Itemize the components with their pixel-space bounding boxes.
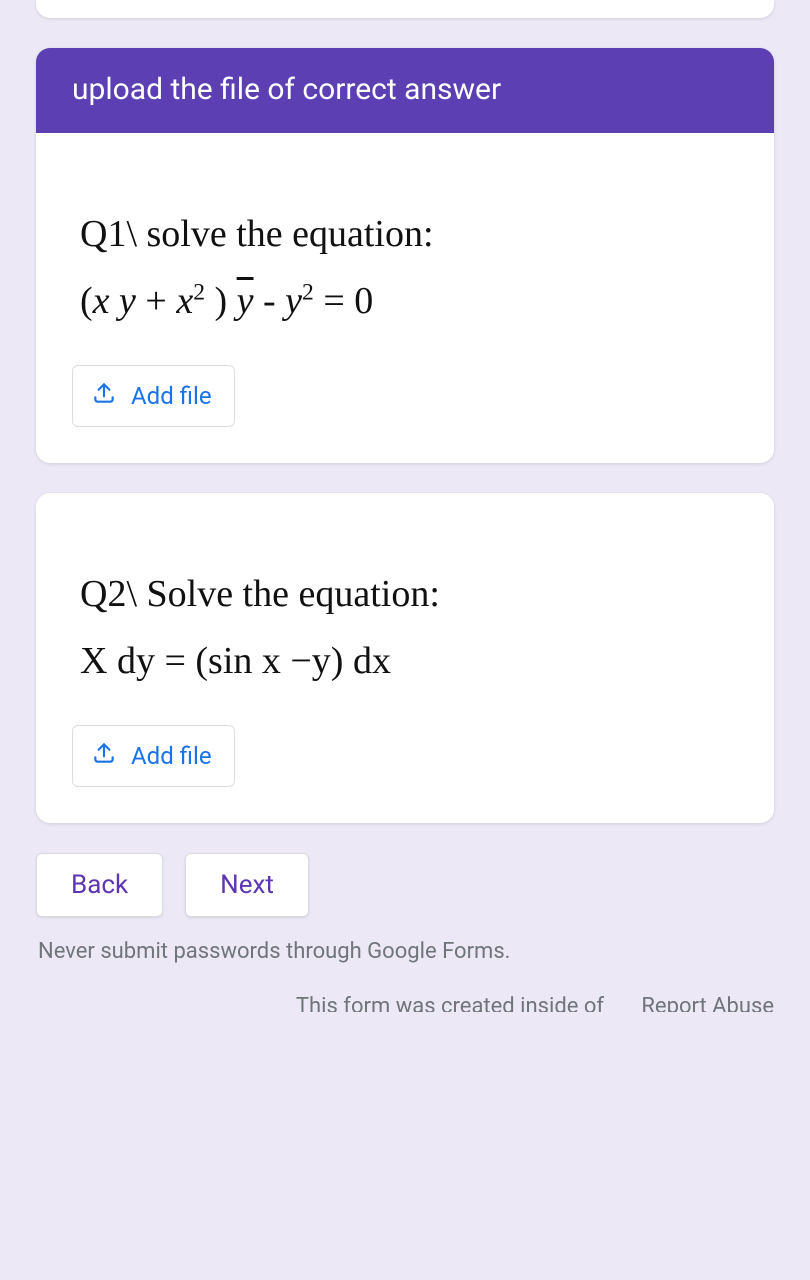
add-file-label-q1: Add file (131, 382, 212, 410)
question-q2-equation: X dy = (sin x −y) dx (80, 632, 730, 691)
section-title: upload the file of correct answer (36, 48, 774, 133)
question-q1-equation: (x y + x2 ) y - y2 = 0 (80, 272, 730, 331)
footer-created-text: This form was created inside of (206, 994, 604, 1012)
footer-created-inside: This form was created inside of Report A… (36, 994, 774, 1012)
add-file-button-q1[interactable]: Add file (72, 365, 235, 427)
next-button[interactable]: Next (185, 853, 309, 917)
question-q2-title: Q2\ Solve the equation: (80, 565, 730, 624)
question-card-q2: Q2\ Solve the equation: X dy = (sin x −y… (36, 493, 774, 823)
upload-icon (91, 740, 117, 772)
add-file-label-q2: Add file (131, 742, 212, 770)
question-q1-title: Q1\ solve the equation: (80, 205, 730, 264)
footer-warning: Never submit passwords through Google Fo… (38, 939, 774, 964)
question-q1-content: Q1\ solve the equation: (x y + x2 ) y - … (80, 205, 730, 331)
previous-card-slice (36, 0, 774, 18)
section-card: upload the file of correct answer Q1\ so… (36, 48, 774, 463)
nav-row: Back Next (36, 853, 774, 917)
question-card-q1-body: Q1\ solve the equation: (x y + x2 ) y - … (36, 133, 774, 463)
page-root: upload the file of correct answer Q1\ so… (0, 0, 810, 1006)
question-q2-content: Q2\ Solve the equation: X dy = (sin x −y… (80, 565, 730, 691)
add-file-button-q2[interactable]: Add file (72, 725, 235, 787)
question-card-q2-body: Q2\ Solve the equation: X dy = (sin x −y… (36, 493, 774, 823)
back-button[interactable]: Back (36, 853, 163, 917)
upload-icon (91, 380, 117, 412)
report-abuse-link[interactable]: Report Abuse (641, 994, 774, 1012)
